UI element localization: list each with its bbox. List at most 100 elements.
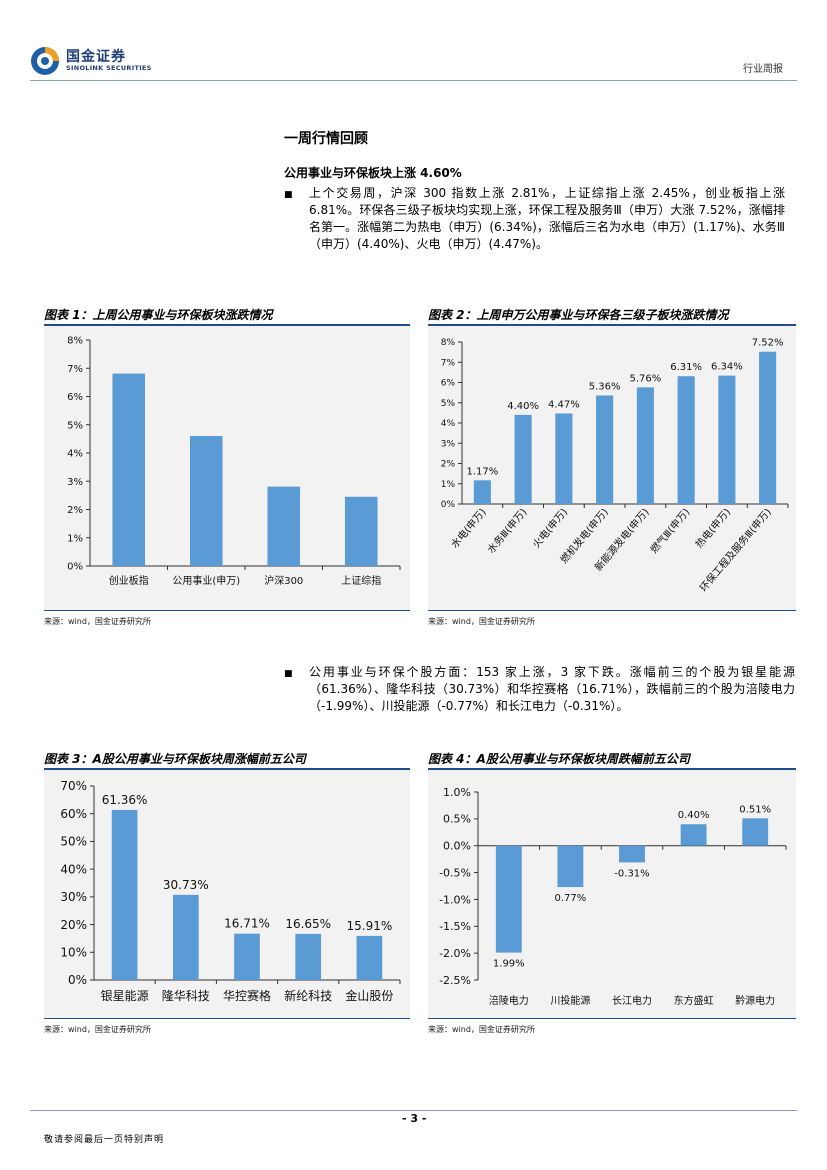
fig2-data-label: 5.36% (589, 381, 621, 392)
fig3-y-tick-label: 20% (60, 918, 87, 932)
fig2-y-tick-label: 1% (441, 480, 456, 490)
fig1-x-tick-label: 创业板指 (109, 574, 149, 587)
fig3-data-label: 61.36% (102, 793, 148, 807)
fig1-y-tick-label: 2% (67, 505, 83, 516)
fig3-bar (172, 894, 199, 980)
figure-1-title-rule (44, 324, 410, 326)
fig4-x-tick-label: 涪陵电力 (489, 994, 529, 1007)
figure-1-source: 来源：wind，国金证券研究所 (44, 617, 151, 626)
fig3-bar (295, 933, 322, 980)
fig1-bar (189, 436, 223, 566)
fig2-data-label: 4.47% (548, 399, 580, 410)
figure-4-source: 来源：wind，国金证券研究所 (428, 1025, 535, 1034)
figure-4-title: 图表 4：A股公用事业与环保板块周跌幅前五公司 (428, 752, 690, 766)
fig4-data-label: 1.99% (493, 959, 525, 970)
fig2-data-label: 4.40% (507, 401, 539, 412)
fig4-data-label: 0.51% (739, 804, 771, 815)
fig3-y-tick-label: 10% (60, 945, 87, 959)
fig2-y-tick-label: 6% (441, 379, 456, 389)
fig1-x-tick-label: 沪深300 (264, 574, 303, 587)
fig4-y-tick-label: -2.0% (439, 947, 471, 960)
fig2-x-tick-label: 水务Ⅲ(申万) (484, 506, 529, 556)
figure-2-source: 来源：wind，国金证券研究所 (428, 617, 535, 626)
fig3-bar (356, 935, 383, 980)
fig4-bar (680, 824, 707, 846)
fig4-data-label: 0.40% (678, 810, 710, 821)
bullet-1: ■ (284, 190, 293, 200)
fig4-data-label: -0.31% (614, 868, 649, 879)
logo-english-name: SINOLINK SECURITIES (66, 64, 152, 72)
header-divider (30, 80, 797, 81)
fig2-y-tick-label: 4% (441, 419, 456, 429)
figure-2-title: 图表 2：上周申万公用事业与环保各三级子板块涨跌情况 (428, 308, 729, 322)
fig1-y-tick-label: 4% (67, 449, 83, 460)
fig2-x-tick-label: 燃气Ⅲ(申万) (647, 506, 692, 556)
fig1-x-tick-label: 公用事业(申万) (172, 574, 240, 587)
fig2-y-tick-label: 2% (441, 460, 456, 470)
fig1-y-tick-label: 6% (67, 392, 83, 403)
fig3-x-tick-label: 金山股份 (345, 988, 393, 1003)
fig2-bar (759, 351, 777, 504)
bullet-2: ■ (284, 669, 293, 679)
fig3-y-tick-label: 30% (60, 890, 87, 904)
fig4-y-tick-label: -2.5% (439, 974, 471, 987)
fig3-bar (111, 809, 138, 980)
figure-4-chart: -2.5% -2.0% -1.5% -1.0% -0.5% 0.0% 0.5% 1.0% 涪陵电… (439, 786, 787, 1007)
fig1-y-tick-label: 7% (67, 364, 83, 375)
fig2-x-tick-label: 环保工程及服务Ⅲ(申万) (697, 506, 774, 595)
fig1-bar (112, 373, 146, 566)
fig2-y-tick-label: 0% (441, 500, 456, 510)
fig2-bar (555, 413, 573, 504)
company-logo-icon (31, 47, 59, 75)
logo-chinese-name: 国金证券 (66, 49, 126, 65)
fig3-x-tick-label: 新纶科技 (284, 988, 332, 1003)
section-title: 一周行情回顾 (284, 131, 368, 147)
fig2-bar (473, 480, 491, 504)
fig2-x-tick-label: 火电(申万) (529, 506, 570, 551)
figure-3-header: 图表 3：A股公用事业与环保板块周涨幅前五公司 (44, 744, 410, 770)
fig2-x-tick-label: 水电(申万) (448, 506, 489, 551)
fig3-y-tick-label: 0% (68, 973, 87, 987)
fig3-y-tick-label: 70% (60, 779, 87, 793)
fig3-data-label: 15.91% (347, 919, 393, 933)
fig4-y-tick-label: 1.0% (443, 786, 471, 799)
figure-1-chart: 0% 1% 2% 3% 4% 5% 6% 7% 8% 创业板指 公用事业(申万) 沪深300 上证综指 (67, 336, 401, 587)
fig1-y-tick-label: 1% (67, 533, 83, 544)
fig4-bar (495, 845, 522, 953)
fig2-bar (514, 414, 532, 504)
fig2-bar (718, 375, 736, 504)
fig4-bar (742, 818, 769, 846)
fig2-y-tick-label: 3% (441, 439, 456, 449)
fig3-data-label: 30.73% (163, 878, 209, 892)
fig4-bar (619, 845, 645, 863)
figure-4-title-rule (428, 768, 796, 770)
fig1-bar (344, 496, 378, 566)
fig2-y-tick-label: 5% (441, 399, 456, 409)
fig2-bar (596, 395, 614, 504)
fig2-data-label: 6.31% (670, 362, 702, 373)
figure-3-title: 图表 3：A股公用事业与环保板块周涨幅前五公司 (44, 752, 306, 766)
fig1-y-tick-label: 0% (67, 562, 83, 573)
fig1-y-tick-label: 8% (67, 336, 83, 347)
figure-3-area (44, 770, 410, 1019)
fig2-y-tick-label: 7% (441, 358, 456, 368)
fig1-bar (267, 486, 301, 566)
fig3-x-tick-label: 华控赛格 (223, 988, 271, 1003)
fig3-data-label: 16.65% (285, 917, 331, 931)
fig3-x-tick-label: 隆华科技 (162, 988, 210, 1003)
fig1-y-tick-label: 3% (67, 477, 83, 488)
figure-3-chart: 0% 10% 20% 30% 40% 50% 60% 70% 银星能源 61.36% 隆华科技 30.… (60, 779, 401, 1003)
market-review-paragraph: 上个交易周，沪深 300 指数上涨 2.81%，上证综指上涨 2.45%，创业板… (309, 186, 785, 251)
fig2-data-label: 6.34% (711, 362, 743, 373)
fig1-y-tick-label: 5% (67, 420, 83, 431)
fig3-y-tick-label: 60% (60, 807, 87, 821)
fig4-bar (557, 845, 584, 888)
fig2-bar (677, 376, 695, 504)
figure-2-title-rule (428, 324, 796, 326)
fig2-x-tick-label: 热电(申万) (692, 506, 733, 551)
stock-performance-paragraph: 公用事业与环保个股方面：153 家上涨，3 家下跌。涨幅前三的个股为银星能源（6… (309, 665, 795, 713)
fig2-data-label: 1.17% (466, 466, 498, 477)
figure-4-header: 图表 4：A股公用事业与环保板块周跌幅前五公司 (428, 744, 796, 770)
page-number: - 3 - (402, 1112, 427, 1125)
footer-disclaimer: 敬请参阅最后一页特别声明 (44, 1135, 165, 1145)
